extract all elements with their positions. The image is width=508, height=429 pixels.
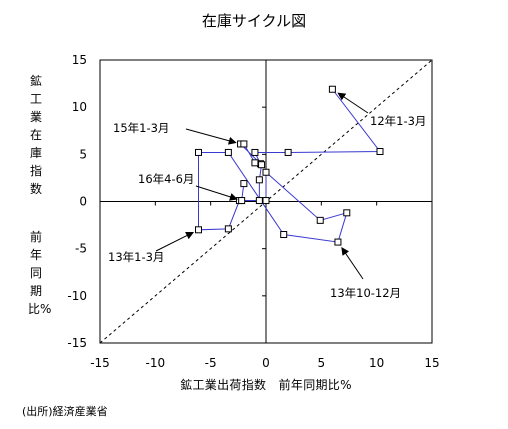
chart-title: 在庫サイクル図: [201, 12, 307, 30]
data-point-marker: [240, 180, 248, 188]
y-tick-label: -5: [75, 242, 87, 256]
y-tick-label: -15: [67, 336, 87, 350]
y-tick-label: 10: [72, 100, 87, 114]
x-tick-label: 5: [318, 356, 326, 370]
data-point-marker: [316, 216, 324, 224]
data-point-marker: [194, 226, 202, 234]
annotation-arrow: [195, 185, 238, 201]
x-tick-label: 15: [424, 356, 439, 370]
data-point-marker: [262, 197, 270, 205]
annotation-arrow: [185, 128, 237, 145]
y-tick-label: 5: [79, 147, 87, 161]
x-tick-label: 0: [262, 356, 270, 370]
data-point-marker: [343, 209, 351, 217]
data-point-marker: [376, 148, 384, 156]
x-tick-label: -15: [90, 356, 110, 370]
y-tick-label: 0: [79, 195, 87, 209]
data-point-marker: [224, 225, 232, 233]
data-point-marker: [240, 140, 248, 148]
data-point-marker: [334, 238, 342, 246]
data-point-marker: [280, 231, 288, 239]
x-tick-label: -5: [205, 356, 217, 370]
data-point-marker: [284, 148, 292, 156]
annotation-label: 15年1-3月: [113, 121, 169, 135]
data-point-marker: [238, 197, 246, 205]
annotation-label: 13年1-3月: [108, 250, 164, 264]
data-point-marker: [251, 148, 259, 156]
series-line: [197, 88, 381, 243]
source-note: (出所)経済産業省: [22, 405, 108, 418]
annotation-arrow: [341, 247, 364, 280]
annotation-label: 16年4-6月: [138, 172, 194, 186]
data-point-marker: [194, 148, 202, 156]
annotation-arrow: [337, 92, 369, 114]
annotation-label: 13年10-12月: [330, 286, 401, 300]
data-point-marker: [224, 148, 232, 156]
x-tick-label: -10: [146, 356, 166, 370]
y-tick-label: 15: [72, 53, 87, 67]
data-point-marker: [251, 159, 259, 167]
annotation-label: 12年1-3月: [370, 114, 426, 128]
y-axis-label-line2: 前年同期比%: [28, 230, 52, 316]
y-tick-label: -10: [67, 289, 87, 303]
data-point-marker: [258, 161, 266, 169]
x-axis-label: 鉱工業出荷指数 前年同期比%: [180, 378, 352, 392]
x-tick-label: 10: [369, 356, 384, 370]
data-point-marker: [328, 85, 336, 93]
y-axis-label-line1: 鉱工業在庫指数: [29, 74, 42, 196]
data-point-marker: [255, 176, 263, 184]
data-point-marker: [262, 168, 270, 176]
y-axis-label: 鉱工業在庫指数 前年同期比%: [28, 72, 51, 318]
annotation-arrow: [155, 232, 195, 252]
data-point-marker: [255, 197, 263, 205]
